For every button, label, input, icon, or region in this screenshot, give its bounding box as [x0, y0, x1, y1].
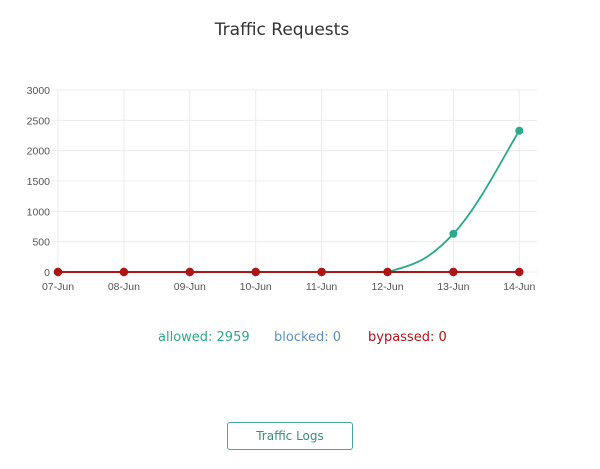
svg-text:11-Jun: 11-Jun — [306, 281, 337, 293]
legend-allowed[interactable]: allowed: 2959 — [158, 330, 250, 345]
svg-text:2000: 2000 — [27, 146, 51, 158]
svg-text:07-Jun: 07-Jun — [42, 281, 74, 293]
svg-text:0: 0 — [44, 267, 50, 279]
line-chart: 0 500 1000 1500 2000 2500 3000 07-Jun 08-Jun 09-J… — [27, 85, 537, 293]
chart-title: Traffic Requests — [214, 20, 350, 40]
svg-text:14-Jun: 14-Jun — [503, 281, 535, 293]
svg-text:10-Jun: 10-Jun — [240, 281, 272, 293]
svg-text:3000: 3000 — [27, 85, 51, 97]
svg-text:08-Jun: 08-Jun — [108, 281, 140, 293]
legend-bypassed[interactable]: bypassed: 0 — [368, 330, 447, 345]
svg-text:13-Jun: 13-Jun — [437, 281, 469, 293]
legend-blocked[interactable]: blocked: 0 — [274, 330, 342, 345]
svg-text:09-Jun: 09-Jun — [174, 281, 206, 293]
svg-text:1000: 1000 — [27, 206, 51, 218]
svg-text:1500: 1500 — [27, 176, 51, 188]
svg-text:2500: 2500 — [27, 115, 51, 127]
svg-text:500: 500 — [32, 237, 50, 249]
svg-text:12-Jun: 12-Jun — [371, 281, 403, 293]
traffic-logs-button[interactable]: Traffic Logs — [227, 422, 353, 450]
